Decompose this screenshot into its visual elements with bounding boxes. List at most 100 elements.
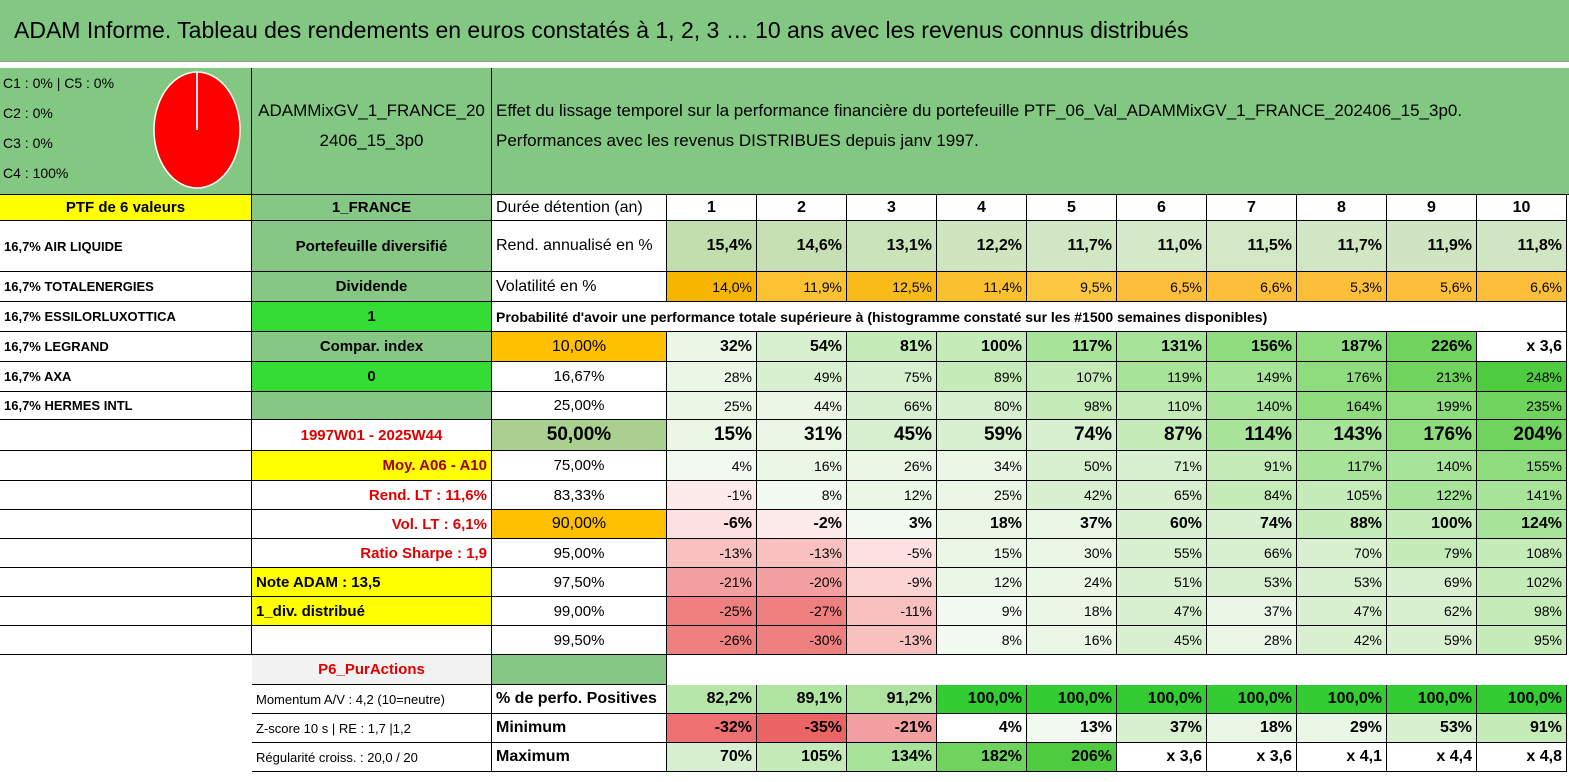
value-cell: 18%: [937, 510, 1027, 539]
label-a: [0, 568, 252, 597]
value-cell: 98%: [1477, 597, 1567, 626]
value-cell: 6,5%: [1117, 272, 1207, 302]
value-cell: 7: [1207, 195, 1297, 221]
value-cell: 24%: [1027, 568, 1117, 597]
label-c: Maximum: [492, 743, 667, 772]
value-cell: 140%: [1207, 392, 1297, 420]
value-cell: 124%: [1477, 510, 1567, 539]
value-cell: 155%: [1477, 451, 1567, 481]
value-cell: 141%: [1477, 481, 1567, 510]
value-cell: x 4,1: [1297, 743, 1387, 772]
value-cell: 66%: [847, 392, 937, 420]
value-cell: 37%: [1117, 714, 1207, 743]
label-a: 16,7% AXA: [0, 362, 252, 392]
value-cell: 164%: [1297, 392, 1387, 420]
value-cell: 204%: [1477, 420, 1567, 451]
value-cell: 62%: [1387, 597, 1477, 626]
note: Probabilité d'avoir une performance tota…: [492, 302, 1477, 332]
value-cell: 8: [1297, 195, 1387, 221]
value-cell: 70%: [1297, 539, 1387, 568]
value-cell: -6%: [667, 510, 757, 539]
value-cell: 14,0%: [667, 272, 757, 302]
value-cell: 4: [937, 195, 1027, 221]
label-c: Rend. annualisé en %: [492, 221, 667, 272]
value-cell: 80%: [937, 392, 1027, 420]
value-cell: 28%: [1207, 626, 1297, 655]
value-cell: 206%: [1027, 743, 1117, 772]
value-cell: 11,9%: [757, 272, 847, 302]
value-cell: 143%: [1297, 420, 1387, 451]
value-cell: 70%: [667, 743, 757, 772]
label-b: 1_div. distribué: [252, 597, 492, 626]
value-cell: 102%: [1477, 568, 1567, 597]
label-a: 16,7% AIR LIQUIDE: [0, 221, 252, 272]
value-cell: -30%: [757, 626, 847, 655]
label-b: Dividende: [252, 272, 492, 302]
value-cell: 114%: [1207, 420, 1297, 451]
label-a: [0, 451, 252, 481]
value-cell: 149%: [1207, 362, 1297, 392]
value-cell: -26%: [667, 626, 757, 655]
value-cell: 117%: [1027, 332, 1117, 362]
value-cell: 89,1%: [757, 685, 847, 714]
value-cell: 3: [847, 195, 937, 221]
value-cell: -5%: [847, 539, 937, 568]
value-cell: 98%: [1027, 392, 1117, 420]
value-cell: -25%: [667, 597, 757, 626]
value-cell: 53%: [1387, 714, 1477, 743]
label-b: Ratio Sharpe : 1,9: [252, 539, 492, 568]
empty: [1477, 302, 1567, 332]
value-cell: 108%: [1477, 539, 1567, 568]
label-c: 99,00%: [492, 597, 667, 626]
value-cell: 11,8%: [1477, 221, 1567, 272]
value-cell: 6,6%: [1477, 272, 1567, 302]
value-cell: 16%: [1027, 626, 1117, 655]
value-cell: 187%: [1297, 332, 1387, 362]
value-cell: -9%: [847, 568, 937, 597]
value-cell: 199%: [1387, 392, 1477, 420]
value-cell: -21%: [667, 568, 757, 597]
label-c: 10,00%: [492, 332, 667, 362]
label-c: 97,50%: [492, 568, 667, 597]
label-a: 16,7% LEGRAND: [0, 332, 252, 362]
value-cell: x 3,6: [1117, 743, 1207, 772]
value-cell: 37%: [1027, 510, 1117, 539]
value-cell: -13%: [847, 626, 937, 655]
value-cell: 91,2%: [847, 685, 937, 714]
value-cell: 105%: [757, 743, 847, 772]
value-cell: 53%: [1207, 568, 1297, 597]
value-cell: -27%: [757, 597, 847, 626]
value-cell: 66%: [1207, 539, 1297, 568]
value-cell: 134%: [847, 743, 937, 772]
value-cell: 18%: [1027, 597, 1117, 626]
value-cell: 12,5%: [847, 272, 937, 302]
value-cell: x 4,8: [1477, 743, 1567, 772]
label-a: [0, 420, 252, 451]
value-cell: 51%: [1117, 568, 1207, 597]
value-cell: 59%: [937, 420, 1027, 451]
value-cell: 5,3%: [1297, 272, 1387, 302]
allocation-label: C4 : 100%: [3, 165, 69, 181]
label-b: Z-score 10 s | RE : 1,7 |1,2: [252, 714, 492, 743]
label-b: Rend. LT : 11,6%: [252, 481, 492, 510]
value-cell: 248%: [1477, 362, 1567, 392]
value-cell: 9%: [937, 597, 1027, 626]
label-c: Minimum: [492, 714, 667, 743]
value-cell: 88%: [1297, 510, 1387, 539]
value-cell: 12,2%: [937, 221, 1027, 272]
value-cell: 117%: [1297, 451, 1387, 481]
value-cell: 91%: [1477, 714, 1567, 743]
value-cell: 100,0%: [937, 685, 1027, 714]
value-cell: 100%: [1387, 510, 1477, 539]
value-cell: 15%: [937, 539, 1027, 568]
value-cell: 213%: [1387, 362, 1477, 392]
label-c: 90,00%: [492, 510, 667, 539]
value-cell: 54%: [757, 332, 847, 362]
value-cell: 55%: [1117, 539, 1207, 568]
pie-chart: [153, 71, 241, 189]
value-cell: x 3,6: [1207, 743, 1297, 772]
label-a: [0, 510, 252, 539]
description-line: Effet du lissage temporel sur la perform…: [496, 101, 1463, 120]
label-a: PTF de 6 valeurs: [0, 195, 252, 221]
value-cell: 31%: [757, 420, 847, 451]
